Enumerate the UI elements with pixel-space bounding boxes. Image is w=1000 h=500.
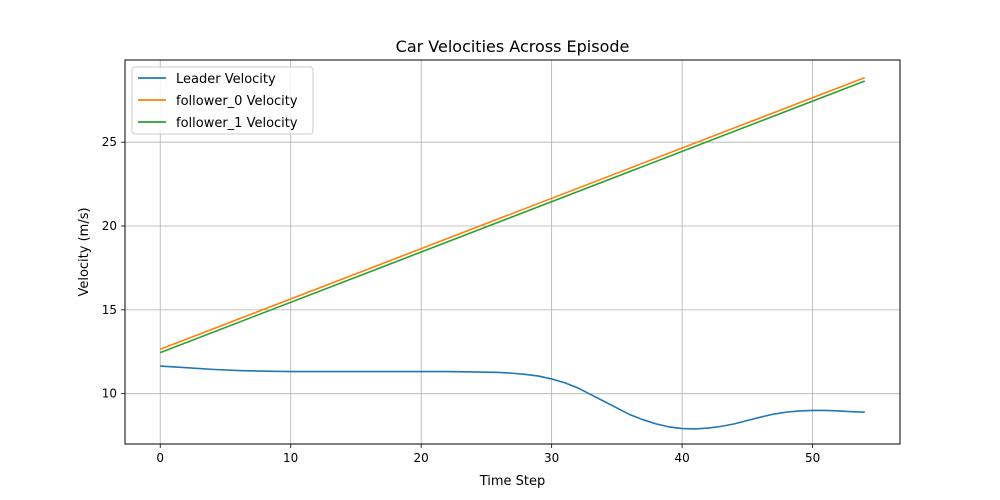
y-axis-label: Velocity (m/s) <box>77 207 92 296</box>
x-tick-label: 50 <box>805 451 820 465</box>
legend: Leader Velocity follower_0 Velocity follow… <box>131 66 314 135</box>
y-tick-label: 20 <box>102 219 117 233</box>
legend-label: Leader Velocity <box>176 72 276 87</box>
x-axis-label: Time Step <box>479 474 546 489</box>
plot-frame <box>124 59 901 445</box>
x-tick-label: 40 <box>674 451 689 465</box>
x-tick-label: 10 <box>283 451 298 465</box>
x-tick-label: 20 <box>414 451 429 465</box>
series-line-0 <box>160 365 865 430</box>
x-tick-label: 0 <box>156 451 164 465</box>
y-tick-label: 25 <box>102 135 117 149</box>
legend-label: follower_0 Velocity <box>176 94 298 109</box>
series-line-2 <box>159 80 866 354</box>
y-tick-label: 10 <box>102 387 117 401</box>
y-tick-label: 15 <box>102 303 117 317</box>
legend-label: follower_1 Velocity <box>176 116 298 131</box>
series-layer <box>159 76 866 430</box>
axis-ticks: 0 10 20 30 40 50 10 15 20 25 <box>102 135 821 465</box>
series-line-1 <box>159 76 866 351</box>
legend-box <box>131 66 314 135</box>
x-tick-label: 30 <box>544 451 559 465</box>
chart-title: Car Velocities Across Episode <box>396 37 630 56</box>
